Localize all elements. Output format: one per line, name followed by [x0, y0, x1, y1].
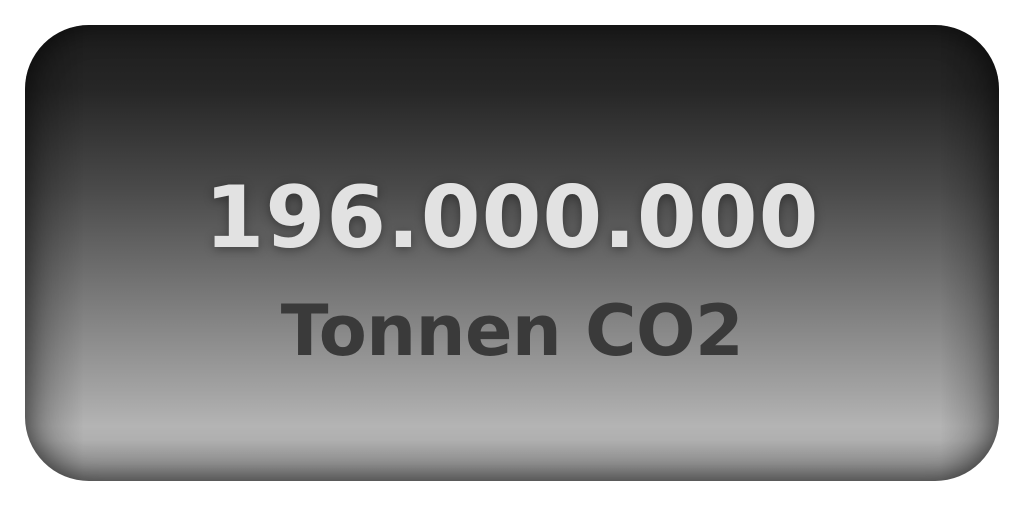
- stat-unit-label: Tonnen CO2: [280, 290, 744, 372]
- stat-card: 196.000.000 Tonnen CO2: [25, 25, 999, 481]
- stat-value: 196.000.000: [204, 168, 820, 268]
